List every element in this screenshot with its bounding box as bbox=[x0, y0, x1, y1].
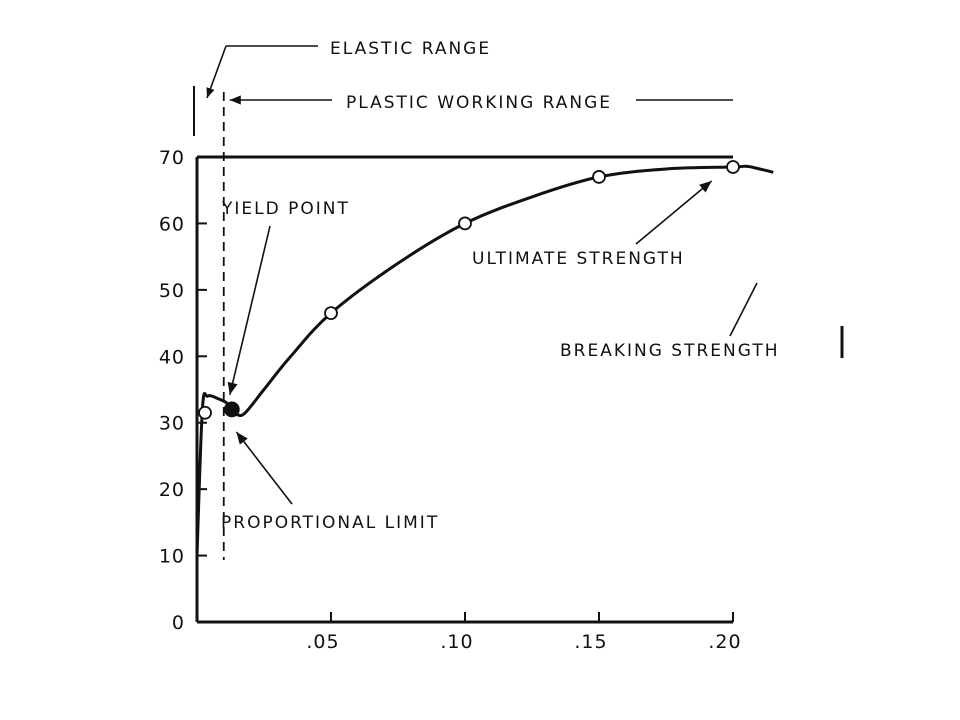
plastic-working-range-arrowhead bbox=[229, 95, 241, 105]
yield-point-arrowhead bbox=[227, 381, 238, 395]
proportional-limit-arrow-line bbox=[235, 431, 293, 505]
yield-point-marker bbox=[223, 401, 240, 418]
ultimate-strength-arrow-line bbox=[635, 180, 713, 245]
y-tick-label: 60 bbox=[159, 213, 185, 235]
elastic-range-label: ELASTIC RANGE bbox=[330, 39, 491, 59]
elastic-range-arrowhead bbox=[206, 87, 215, 98]
y-tick-label: 50 bbox=[159, 280, 185, 302]
ultimate-strength-label: ULTIMATE STRENGTH bbox=[472, 249, 685, 269]
x-tick-label: .15 bbox=[574, 631, 607, 653]
data-point-marker bbox=[324, 306, 338, 321]
x-tick-label: .20 bbox=[708, 631, 741, 653]
x-tick-label: .05 bbox=[306, 631, 339, 653]
y-tick-label: 0 bbox=[172, 612, 185, 634]
data-markers bbox=[198, 160, 740, 420]
y-tick-label: 10 bbox=[159, 546, 185, 568]
series bbox=[195, 164, 774, 556]
x-ticks: .05 .10 .15 .20 bbox=[306, 612, 741, 653]
proportional-limit-arrowhead bbox=[236, 432, 248, 445]
breaking-strength-label: BREAKING STRENGTH bbox=[560, 341, 779, 361]
stress-strain-curve bbox=[195, 164, 774, 556]
proportional-limit-label: PROPORTIONAL LIMIT bbox=[221, 513, 439, 533]
y-tick-label: 70 bbox=[159, 147, 185, 169]
data-point-marker bbox=[198, 405, 212, 420]
data-point-marker bbox=[458, 216, 472, 231]
y-tick-label: 40 bbox=[159, 346, 185, 368]
yield-point-arrow-line bbox=[229, 225, 271, 395]
x-tick-label: .10 bbox=[440, 631, 473, 653]
yield-point-label: YIELD POINT bbox=[221, 199, 350, 219]
plastic-working-range-label: PLASTIC WORKING RANGE bbox=[346, 93, 612, 113]
breaking-strength-leader bbox=[729, 282, 758, 337]
data-point-marker bbox=[592, 170, 606, 184]
annotations: ELASTIC RANGE PLASTIC WORKING RANGE YIEL… bbox=[206, 39, 844, 533]
y-tick-label: 20 bbox=[159, 479, 185, 501]
y-tick-label: 30 bbox=[159, 413, 185, 435]
range-markers bbox=[193, 86, 225, 560]
ultimate-strength-arrowhead bbox=[699, 181, 712, 193]
data-point-marker bbox=[726, 160, 740, 174]
y-ticks: 0 10 20 30 40 50 60 70 bbox=[159, 147, 207, 634]
